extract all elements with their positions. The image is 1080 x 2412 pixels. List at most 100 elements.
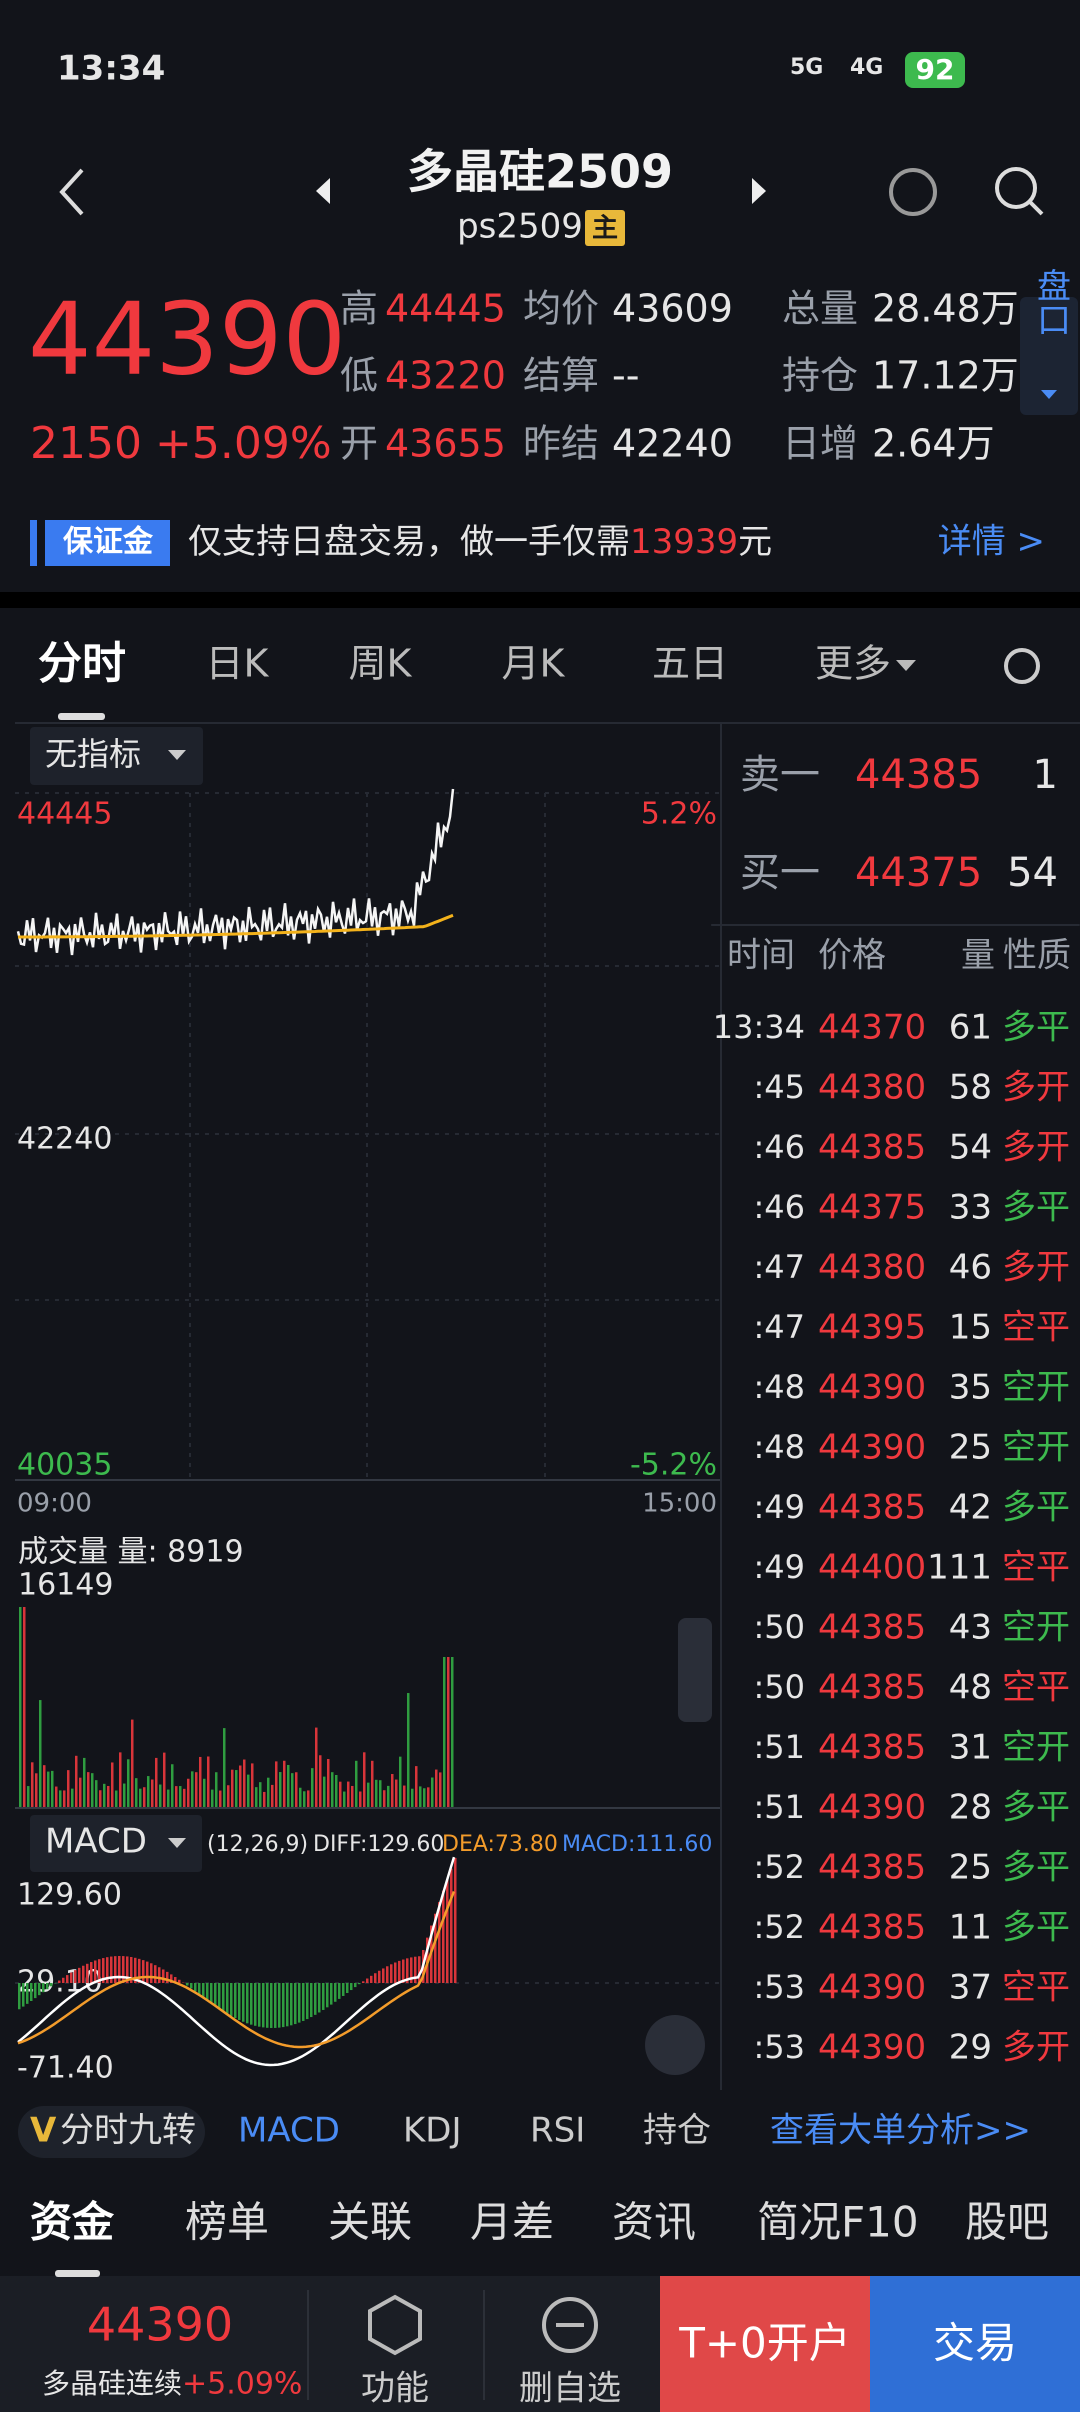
bottom-tab[interactable]: 资金 [30, 2198, 115, 2247]
volume-bar [67, 1770, 70, 1807]
bar-button[interactable]: 删自选 [519, 2369, 621, 2409]
macd-bar [162, 1969, 165, 1983]
tab[interactable]: 月K [502, 642, 566, 686]
bar-button[interactable]: 功能 [361, 2369, 429, 2409]
trade-nature: 多开 [1002, 2028, 1070, 2068]
settings[interactable] [1004, 648, 1040, 684]
stat-label: 均价 [523, 287, 599, 331]
expand[interactable] [645, 2015, 705, 2075]
side-button[interactable] [1020, 297, 1078, 415]
axis-label: 42240 [17, 1122, 112, 1157]
trade-time: :47 [754, 1308, 806, 1346]
macd-bar [258, 1983, 261, 2027]
volume-bar [171, 1764, 174, 1807]
trade-nature: 空开 [1002, 1608, 1070, 1648]
bottom-tab[interactable]: 月差 [470, 2198, 554, 2247]
trade-qty: 43 [949, 1608, 992, 1648]
bottom-tab[interactable]: 榜单 [185, 2198, 269, 2247]
volume-bar [319, 1755, 322, 1807]
banner-text: 仅支持日盘交易，做一手仅需 [188, 522, 630, 562]
open-bg[interactable] [660, 2276, 870, 2412]
bar-button[interactable]: T+0开户 [678, 2319, 851, 2368]
volume-bar [199, 1756, 202, 1807]
code: ps2509 [457, 207, 583, 247]
volume-bar [267, 1777, 270, 1807]
volume-bar [231, 1769, 234, 1807]
book-header: 性质 [1003, 936, 1071, 976]
macd-bar [146, 1961, 149, 1983]
stat-value: 43655 [385, 422, 506, 466]
macd-bar [414, 1956, 417, 1983]
prev[interactable] [316, 178, 330, 204]
book-price: 44385 [855, 752, 982, 798]
title: 多晶硅2509 [407, 145, 673, 199]
network: 5G [790, 55, 823, 80]
indicator-tab[interactable]: 分时九转 [60, 2111, 196, 2151]
macd-button[interactable] [30, 1815, 202, 1872]
stat-label: 低 [340, 354, 378, 398]
macd-bar [22, 1983, 25, 2007]
indicator-tab[interactable]: RSI [530, 2111, 585, 2151]
back[interactable] [59, 168, 84, 216]
macd-bar [330, 1983, 333, 2005]
stat-label: 总量 [782, 287, 858, 331]
macd-bar [130, 1956, 133, 1983]
macd-bar [274, 1983, 277, 2028]
tag-bg[interactable] [18, 2106, 205, 2158]
indicator-tab[interactable]: MACD [238, 2111, 340, 2151]
trade-nature: 多平 [1002, 1488, 1070, 1528]
volume-bar [439, 1772, 442, 1807]
trade-qty: 28 [949, 1788, 992, 1828]
bar-button[interactable]: 交易 [933, 2319, 1017, 2368]
bottom-tab[interactable]: 资讯 [612, 2198, 696, 2247]
trade-bg[interactable] [870, 2276, 1080, 2412]
volume-bar [263, 1791, 266, 1807]
trade-qty: 37 [949, 1968, 992, 2008]
trade-price: 44385 [818, 1488, 926, 1528]
book-header: 价格 [818, 936, 886, 976]
indicator-tab[interactable]: KDJ [403, 2111, 462, 2151]
macd-bar [350, 1983, 353, 1991]
book-label: 买一 [740, 850, 820, 896]
trade-price: 44370 [818, 1008, 926, 1048]
volume-bar [303, 1791, 306, 1807]
refresh[interactable] [889, 168, 937, 216]
macd-bar [250, 1983, 253, 2025]
macd-bar [434, 1913, 437, 1983]
bottom-tab[interactable]: 关联 [328, 2198, 412, 2247]
trade-nature: 空平 [1002, 1308, 1070, 1348]
volume-bar [419, 1786, 422, 1807]
indicator-tab[interactable]: 持仓 [643, 2111, 711, 2151]
trade-time: :49 [754, 1488, 806, 1526]
search[interactable] [995, 167, 1037, 209]
volume-bar [423, 1788, 426, 1807]
trade-time: :49 [754, 1548, 806, 1586]
indicator-button[interactable] [30, 727, 203, 785]
banner-link[interactable]: 详情 > [938, 522, 1045, 562]
macd-bar [78, 1967, 81, 1983]
bottom-tab[interactable]: 简况F10 [757, 2198, 919, 2247]
tab[interactable]: 日K [206, 642, 270, 686]
trade-nature: 多平 [1002, 1788, 1070, 1828]
indicator-tab[interactable]: 查看大单分析>> [770, 2111, 1031, 2151]
trade-time: :51 [754, 1788, 806, 1826]
side-button-label: 盘口 [1031, 268, 1071, 336]
tab[interactable]: 分时 [38, 638, 126, 689]
macd-bar [102, 1958, 105, 1983]
macd-bar [42, 1983, 45, 1993]
volume-bar [203, 1778, 206, 1807]
tab[interactable]: 五日 [652, 642, 728, 686]
battery [905, 52, 965, 88]
volume-bar [59, 1790, 62, 1807]
bottom-tab[interactable]: 股吧 [965, 2198, 1049, 2247]
next[interactable] [752, 178, 766, 204]
volume-bar [195, 1772, 198, 1807]
tab[interactable]: 更多 [815, 642, 891, 686]
book-header: 量 [961, 936, 995, 976]
macd-bar [314, 1983, 317, 2015]
tab[interactable]: 周K [349, 642, 413, 686]
volume-bar [327, 1758, 330, 1807]
change-pct: +5.09% [155, 418, 332, 469]
collapse-handle[interactable] [678, 1618, 712, 1722]
macd-bar [82, 1965, 85, 1983]
